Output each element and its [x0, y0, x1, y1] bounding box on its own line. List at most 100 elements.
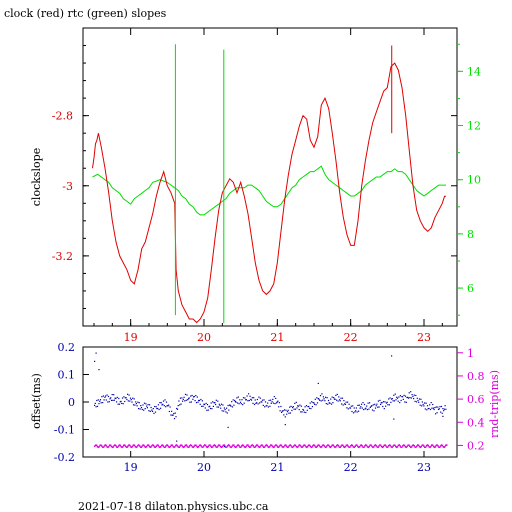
- offset-point: [133, 398, 135, 400]
- offset-point: [124, 400, 126, 403]
- rndtrip-point: [425, 445, 428, 447]
- offset-point: [198, 399, 201, 402]
- rndtrip-point: [365, 444, 368, 447]
- rndtrip-point: [131, 445, 134, 448]
- rndtrip-point: [137, 444, 139, 447]
- offset-point: [407, 397, 410, 399]
- rndtrip-point: [190, 444, 193, 447]
- offset-point: [302, 408, 304, 411]
- offset-point: [100, 402, 102, 404]
- offset-point: [258, 396, 260, 398]
- rndtrip-point: [277, 446, 280, 448]
- offset-point: [163, 405, 165, 407]
- rndtrip-point: [446, 444, 448, 446]
- rndtrip-point: [326, 445, 328, 447]
- bottom-y-tick-label: 0.2: [58, 341, 76, 354]
- offset-point: [363, 409, 365, 411]
- offset-point: [162, 403, 164, 405]
- rndtrip-point: [375, 445, 378, 447]
- offset-point: [201, 400, 203, 402]
- rndtrip-point: [418, 445, 421, 448]
- offset-point: [347, 401, 349, 403]
- offset-outlier-point: [317, 382, 319, 384]
- offset-point: [283, 414, 285, 416]
- offset-point: [410, 391, 412, 393]
- rndtrip-point: [428, 446, 430, 448]
- offset-point: [260, 401, 262, 403]
- rndtrip-point: [210, 445, 212, 447]
- offset-point: [116, 396, 118, 398]
- offset-point: [297, 405, 300, 407]
- rndtrip-point: [164, 446, 166, 448]
- rndtrip-point: [368, 445, 371, 448]
- rndtrip-point: [135, 446, 137, 449]
- rndtrip-point: [309, 445, 312, 447]
- top-x-ticks: 19 20 21 22 23: [93, 28, 443, 344]
- rndtrip-point: [311, 446, 313, 448]
- offset-point: [358, 410, 360, 412]
- offset-point: [167, 405, 169, 407]
- offset-point: [228, 404, 231, 406]
- rndtrip-point: [305, 446, 307, 448]
- bottom-x-tick-label: 19: [124, 461, 138, 474]
- rndtrip-point: [261, 444, 263, 446]
- offset-point: [369, 402, 371, 404]
- offset-point: [175, 416, 177, 418]
- rndtrip-point: [248, 445, 250, 447]
- rndtrip-point: [96, 445, 99, 448]
- offset-point: [372, 404, 374, 406]
- rndtrip-point: [387, 446, 389, 448]
- rndtrip-point: [283, 445, 285, 448]
- rndtrip-point: [170, 444, 173, 446]
- rndtrip-point: [445, 444, 447, 446]
- offset-point: [195, 402, 198, 404]
- offset-point: [148, 410, 150, 412]
- offset-point: [346, 407, 348, 409]
- top-y2-tick-label: 10: [467, 174, 481, 187]
- offset-point: [104, 396, 106, 398]
- offset-point: [94, 404, 96, 406]
- rndtrip-point: [141, 445, 143, 447]
- offset-point: [443, 408, 445, 410]
- rndtrip-point: [277, 446, 279, 448]
- rndtrip-point: [396, 446, 399, 448]
- offset-point: [378, 406, 380, 408]
- offset-point: [170, 414, 172, 416]
- offset-point: [316, 402, 319, 404]
- rndtrip-point: [160, 444, 163, 447]
- offset-point: [250, 399, 253, 401]
- rndtrip-point: [415, 446, 417, 448]
- offset-point: [138, 402, 140, 404]
- offset-point: [320, 400, 322, 402]
- offset-point: [99, 400, 101, 402]
- top-x-tick-label: 22: [344, 331, 358, 344]
- rndtrip-point: [248, 446, 251, 448]
- rndtrip-point: [255, 445, 257, 447]
- rndtrip-point: [223, 444, 225, 446]
- offset-point: [300, 411, 302, 413]
- rndtrip-point: [103, 445, 106, 447]
- offset-point: [386, 401, 388, 403]
- rndtrip-point: [264, 445, 267, 447]
- offset-point: [191, 394, 193, 397]
- rndtrip-point: [230, 446, 232, 449]
- offset-point: [231, 406, 234, 408]
- rndtrip-point: [189, 444, 192, 446]
- offset-point: [153, 412, 155, 414]
- rndtrip-point: [200, 445, 202, 447]
- offset-point: [415, 394, 417, 397]
- offset-point: [199, 403, 201, 405]
- rndtrip-point: [99, 444, 101, 447]
- offset-point: [400, 399, 402, 402]
- offset-point: [294, 408, 297, 410]
- top-y2-ticks: 14 12 10 8 6: [457, 43, 481, 316]
- offset-point: [120, 400, 122, 402]
- rndtrip-point: [351, 444, 354, 447]
- offset-point: [312, 402, 314, 404]
- offset-point: [347, 408, 349, 410]
- offset-point: [256, 398, 258, 401]
- rndtrip-point: [304, 444, 306, 447]
- rndtrip-point: [353, 446, 356, 448]
- top-y-tick-label: -2.8: [52, 110, 73, 123]
- rndtrip-point: [288, 445, 290, 447]
